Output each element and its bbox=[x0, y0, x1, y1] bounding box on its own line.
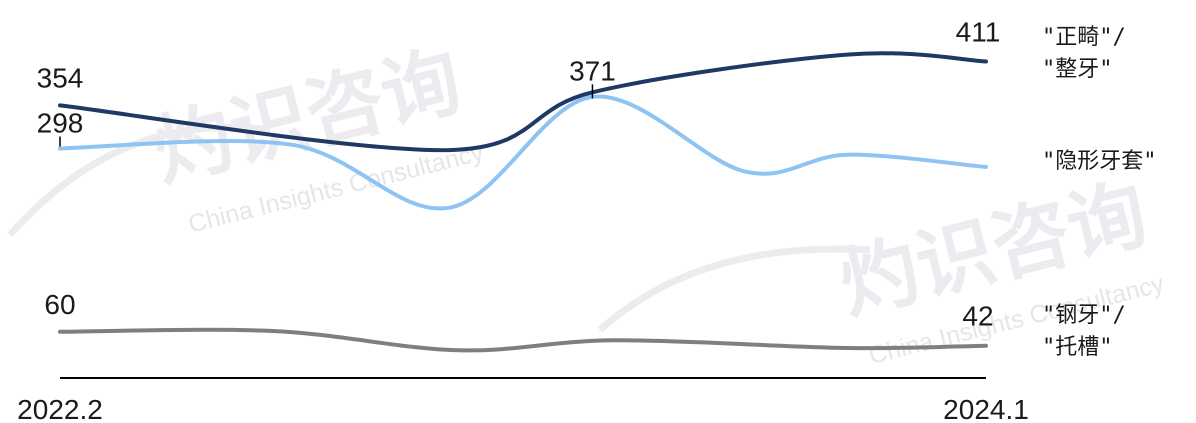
series-layer bbox=[58, 51, 988, 353]
legend: "正畸"/"整牙" "隐形牙套" "钢牙"/"托槽" bbox=[1042, 25, 1157, 360]
data-label: 411 bbox=[956, 17, 1001, 48]
watermark-logo-arc-2 bbox=[597, 245, 871, 333]
legend-label: "隐形牙套" bbox=[1042, 149, 1157, 174]
data-label: 354 bbox=[37, 62, 84, 93]
x-axis: 2022.2 2024.1 bbox=[17, 377, 1029, 423]
data-label-layer: 354 371 411 298 60 42 bbox=[37, 17, 1001, 332]
legend-label: "正畸"/"整牙" bbox=[1042, 25, 1126, 82]
x-tick-label: 2022.2 bbox=[17, 394, 103, 423]
series-line bbox=[58, 51, 988, 153]
x-tick-label: 2024.1 bbox=[943, 394, 1029, 423]
data-label: 298 bbox=[37, 108, 84, 139]
series-line bbox=[58, 94, 988, 211]
series-line bbox=[58, 327, 988, 353]
legend-label: "钢牙"/"托槽" bbox=[1042, 303, 1126, 360]
data-label: 42 bbox=[962, 301, 993, 332]
data-label: 371 bbox=[569, 55, 616, 86]
data-label: 60 bbox=[44, 289, 75, 320]
